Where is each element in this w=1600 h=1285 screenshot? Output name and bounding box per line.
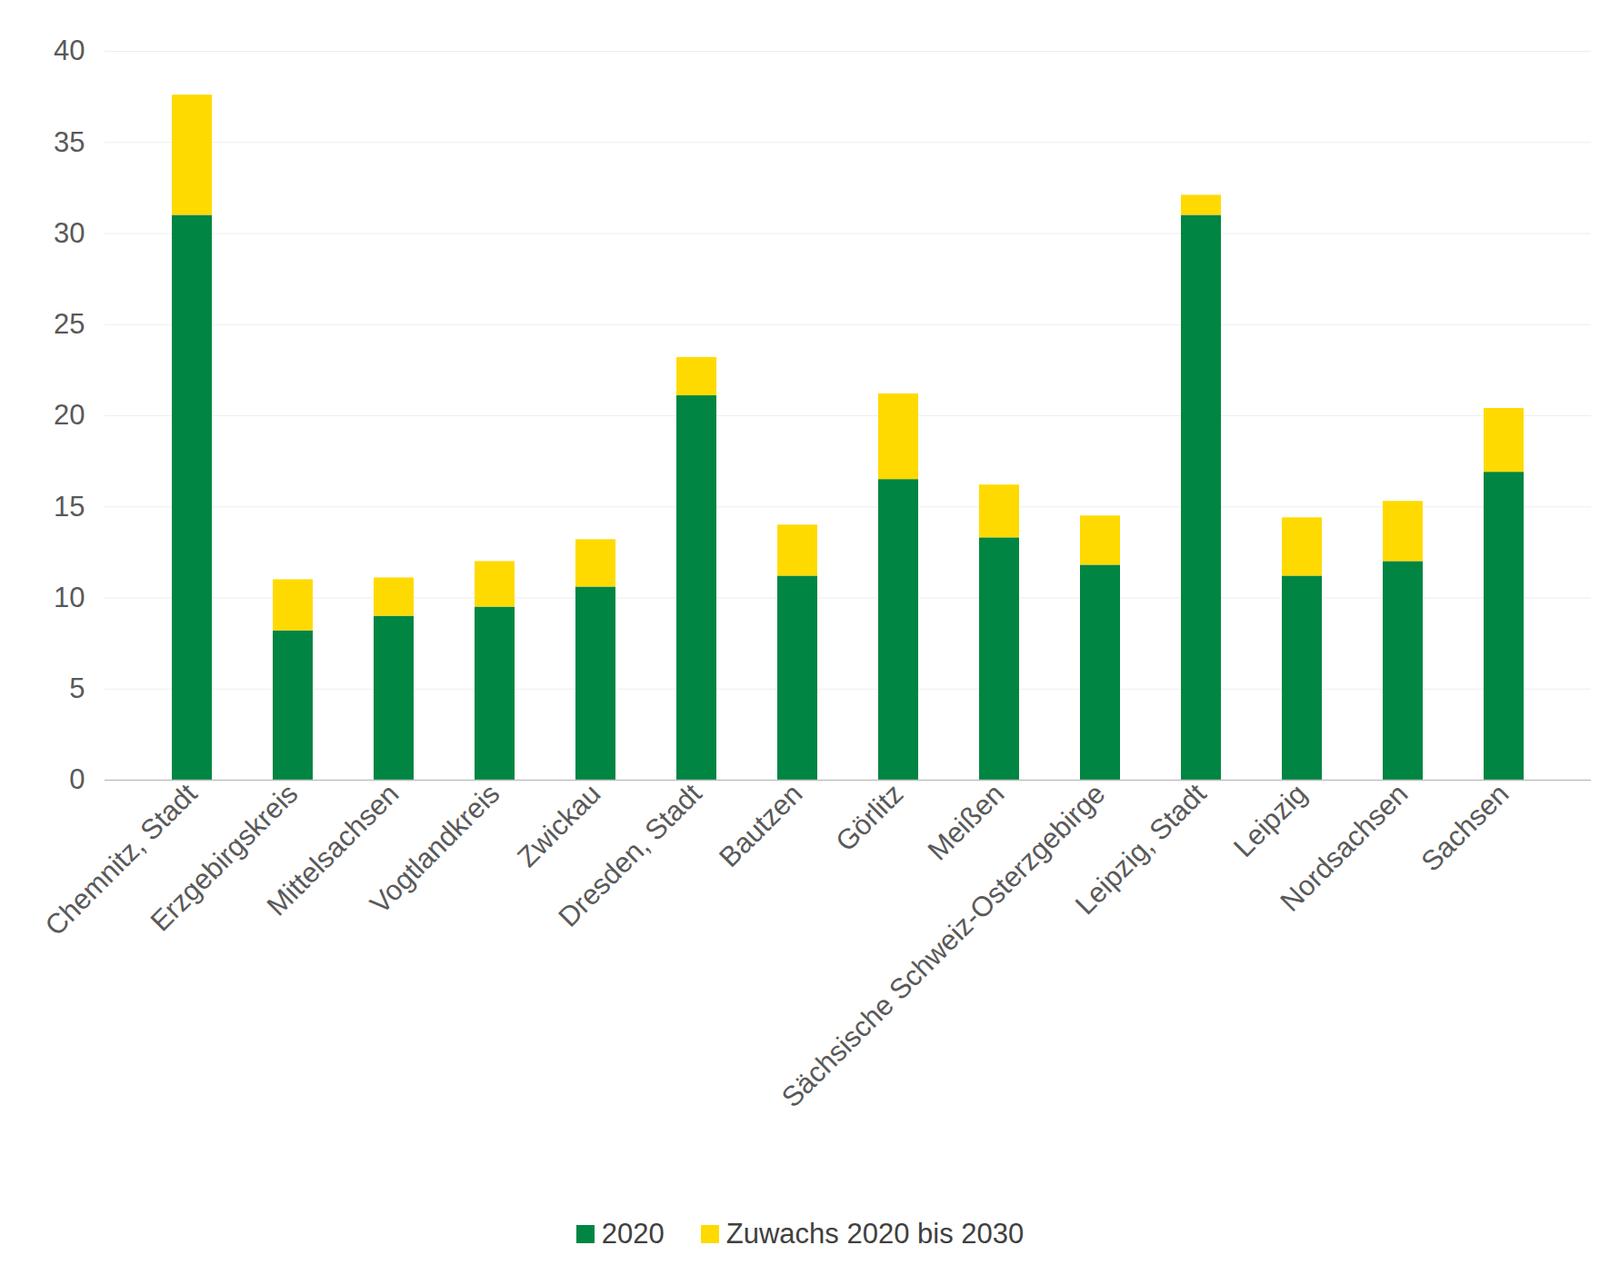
svg-text:Meißen: Meißen: [921, 778, 1011, 868]
svg-text:15: 15: [53, 490, 85, 523]
svg-text:Chemnitz, Stadt: Chemnitz, Stadt: [38, 777, 204, 943]
svg-text:20: 20: [53, 399, 85, 431]
svg-text:10: 10: [53, 581, 85, 614]
svg-text:Erzgebirgskreis: Erzgebirgskreis: [144, 777, 305, 938]
svg-text:Görlitz: Görlitz: [829, 778, 910, 859]
svg-text:Zwickau: Zwickau: [510, 778, 607, 874]
svg-text:Nordsachsen: Nordsachsen: [1274, 778, 1415, 919]
svg-text:Leipzig, Stadt: Leipzig, Stadt: [1069, 777, 1213, 921]
svg-text:30: 30: [53, 217, 85, 250]
svg-text:35: 35: [53, 126, 85, 159]
svg-text:0: 0: [69, 763, 85, 796]
svg-text:Vogtlandkreis: Vogtlandkreis: [363, 778, 506, 920]
svg-text:Bautzen: Bautzen: [712, 778, 809, 874]
html-text:Zuwachs 2020 bis 2030: Zuwachs 2020 bis 2030: [726, 1218, 1024, 1250]
svg-text:5: 5: [69, 672, 85, 705]
svg-text:40: 40: [53, 34, 85, 67]
svg-text:Leipzig: Leipzig: [1227, 778, 1313, 864]
svg-text:Sächsische Schweiz-Osterzgebir: Sächsische Schweiz-Osterzgebirge: [775, 778, 1112, 1115]
svg-text:Sachsen: Sachsen: [1414, 778, 1515, 879]
svg-text:25: 25: [53, 308, 85, 340]
svg-text:Dresden, Stadt: Dresden, Stadt: [551, 777, 708, 933]
svg-text:Mittelsachsen: Mittelsachsen: [260, 777, 405, 923]
html-text:2020: 2020: [601, 1218, 665, 1250]
